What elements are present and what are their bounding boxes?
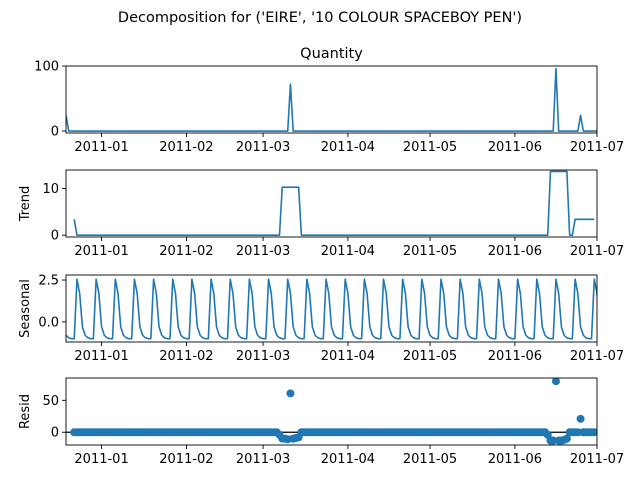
panel-1: 2011-01 2011-02 2011-03 2011-04 2011-05 2011-…: [34, 46, 624, 155]
x-tick-label: 2011-04: [321, 244, 375, 259]
x-tick-label: 2011-01: [74, 349, 128, 364]
plot-area: [66, 278, 597, 340]
panel-4: 2011-01 2011-02 2011-03 2011-04 2011-05 2011-…: [18, 377, 624, 467]
x-tick-label: 2011-05: [403, 244, 457, 259]
series-line: [73, 170, 595, 236]
plot-area: [66, 378, 597, 445]
x-tick-label: 2011-06: [488, 140, 542, 155]
x-tick-label: 2011-02: [159, 349, 213, 364]
panel-2: 2011-01 2011-02 2011-03 2011-04 2011-05 2011-…: [18, 169, 624, 259]
x-tick-label: 2011-03: [236, 244, 290, 259]
series-line: [66, 67, 597, 132]
x-tick-label: 2011-07: [570, 452, 624, 467]
x-tick-label: 2011-04: [321, 349, 375, 364]
y-tick-label: 0.0: [38, 315, 59, 330]
axes-frame: [65, 274, 598, 343]
resid-point: [551, 378, 560, 386]
x-tick-label: 2011-03: [236, 140, 290, 155]
x-tick-label: 2011-06: [488, 452, 542, 467]
x-tick-label: 2011-02: [159, 244, 213, 259]
x-tick-label: 2011-03: [236, 349, 290, 364]
plot-area: [73, 170, 595, 236]
y-tick-label: 0: [51, 426, 59, 441]
axes-frame: [65, 65, 598, 134]
resid-point: [286, 389, 295, 398]
panel-3: 2011-01 2011-02 2011-03 2011-04 2011-05 2011-…: [18, 274, 624, 364]
series-line: [66, 278, 597, 340]
x-tick-label: 2011-07: [570, 140, 624, 155]
axes-frame: [65, 169, 598, 238]
x-tick-label: 2011-04: [321, 452, 375, 467]
resid-point: [590, 428, 597, 437]
y-tick-label: 100: [34, 60, 59, 75]
y-tick-label: 0: [51, 229, 59, 244]
x-tick-label: 2011-02: [159, 140, 213, 155]
x-tick-label: 2011-05: [403, 452, 457, 467]
x-tick-label: 2011-06: [488, 244, 542, 259]
y-axis-label: Seasonal: [18, 279, 33, 338]
y-axis-label: Trend: [18, 186, 33, 223]
x-tick-label: 2011-06: [488, 349, 542, 364]
resid-point: [573, 428, 582, 437]
x-tick-label: 2011-01: [74, 244, 128, 259]
y-tick-label: 0: [51, 125, 59, 140]
y-tick-label: 2.5: [38, 274, 59, 289]
x-tick-label: 2011-07: [570, 349, 624, 364]
y-axis-label: Resid: [18, 394, 33, 429]
resid-point: [576, 414, 585, 423]
y-tick-label: 50: [42, 394, 59, 409]
x-tick-label: 2011-05: [403, 349, 457, 364]
x-tick-label: 2011-01: [74, 452, 128, 467]
panel-title: Quantity: [300, 46, 363, 62]
plot-area: [66, 67, 597, 132]
x-tick-label: 2011-07: [570, 244, 624, 259]
x-tick-label: 2011-01: [74, 140, 128, 155]
x-tick-label: 2011-04: [321, 140, 375, 155]
axes-frame: [65, 377, 598, 446]
x-tick-label: 2011-05: [403, 140, 457, 155]
y-tick-label: 10: [42, 182, 59, 197]
resid-point: [562, 434, 571, 443]
x-tick-label: 2011-03: [236, 452, 290, 467]
resid-point: [549, 436, 558, 445]
figure-suptitle: Decomposition for ('EIRE', '10 COLOUR SP…: [118, 10, 522, 26]
x-tick-label: 2011-02: [159, 452, 213, 467]
